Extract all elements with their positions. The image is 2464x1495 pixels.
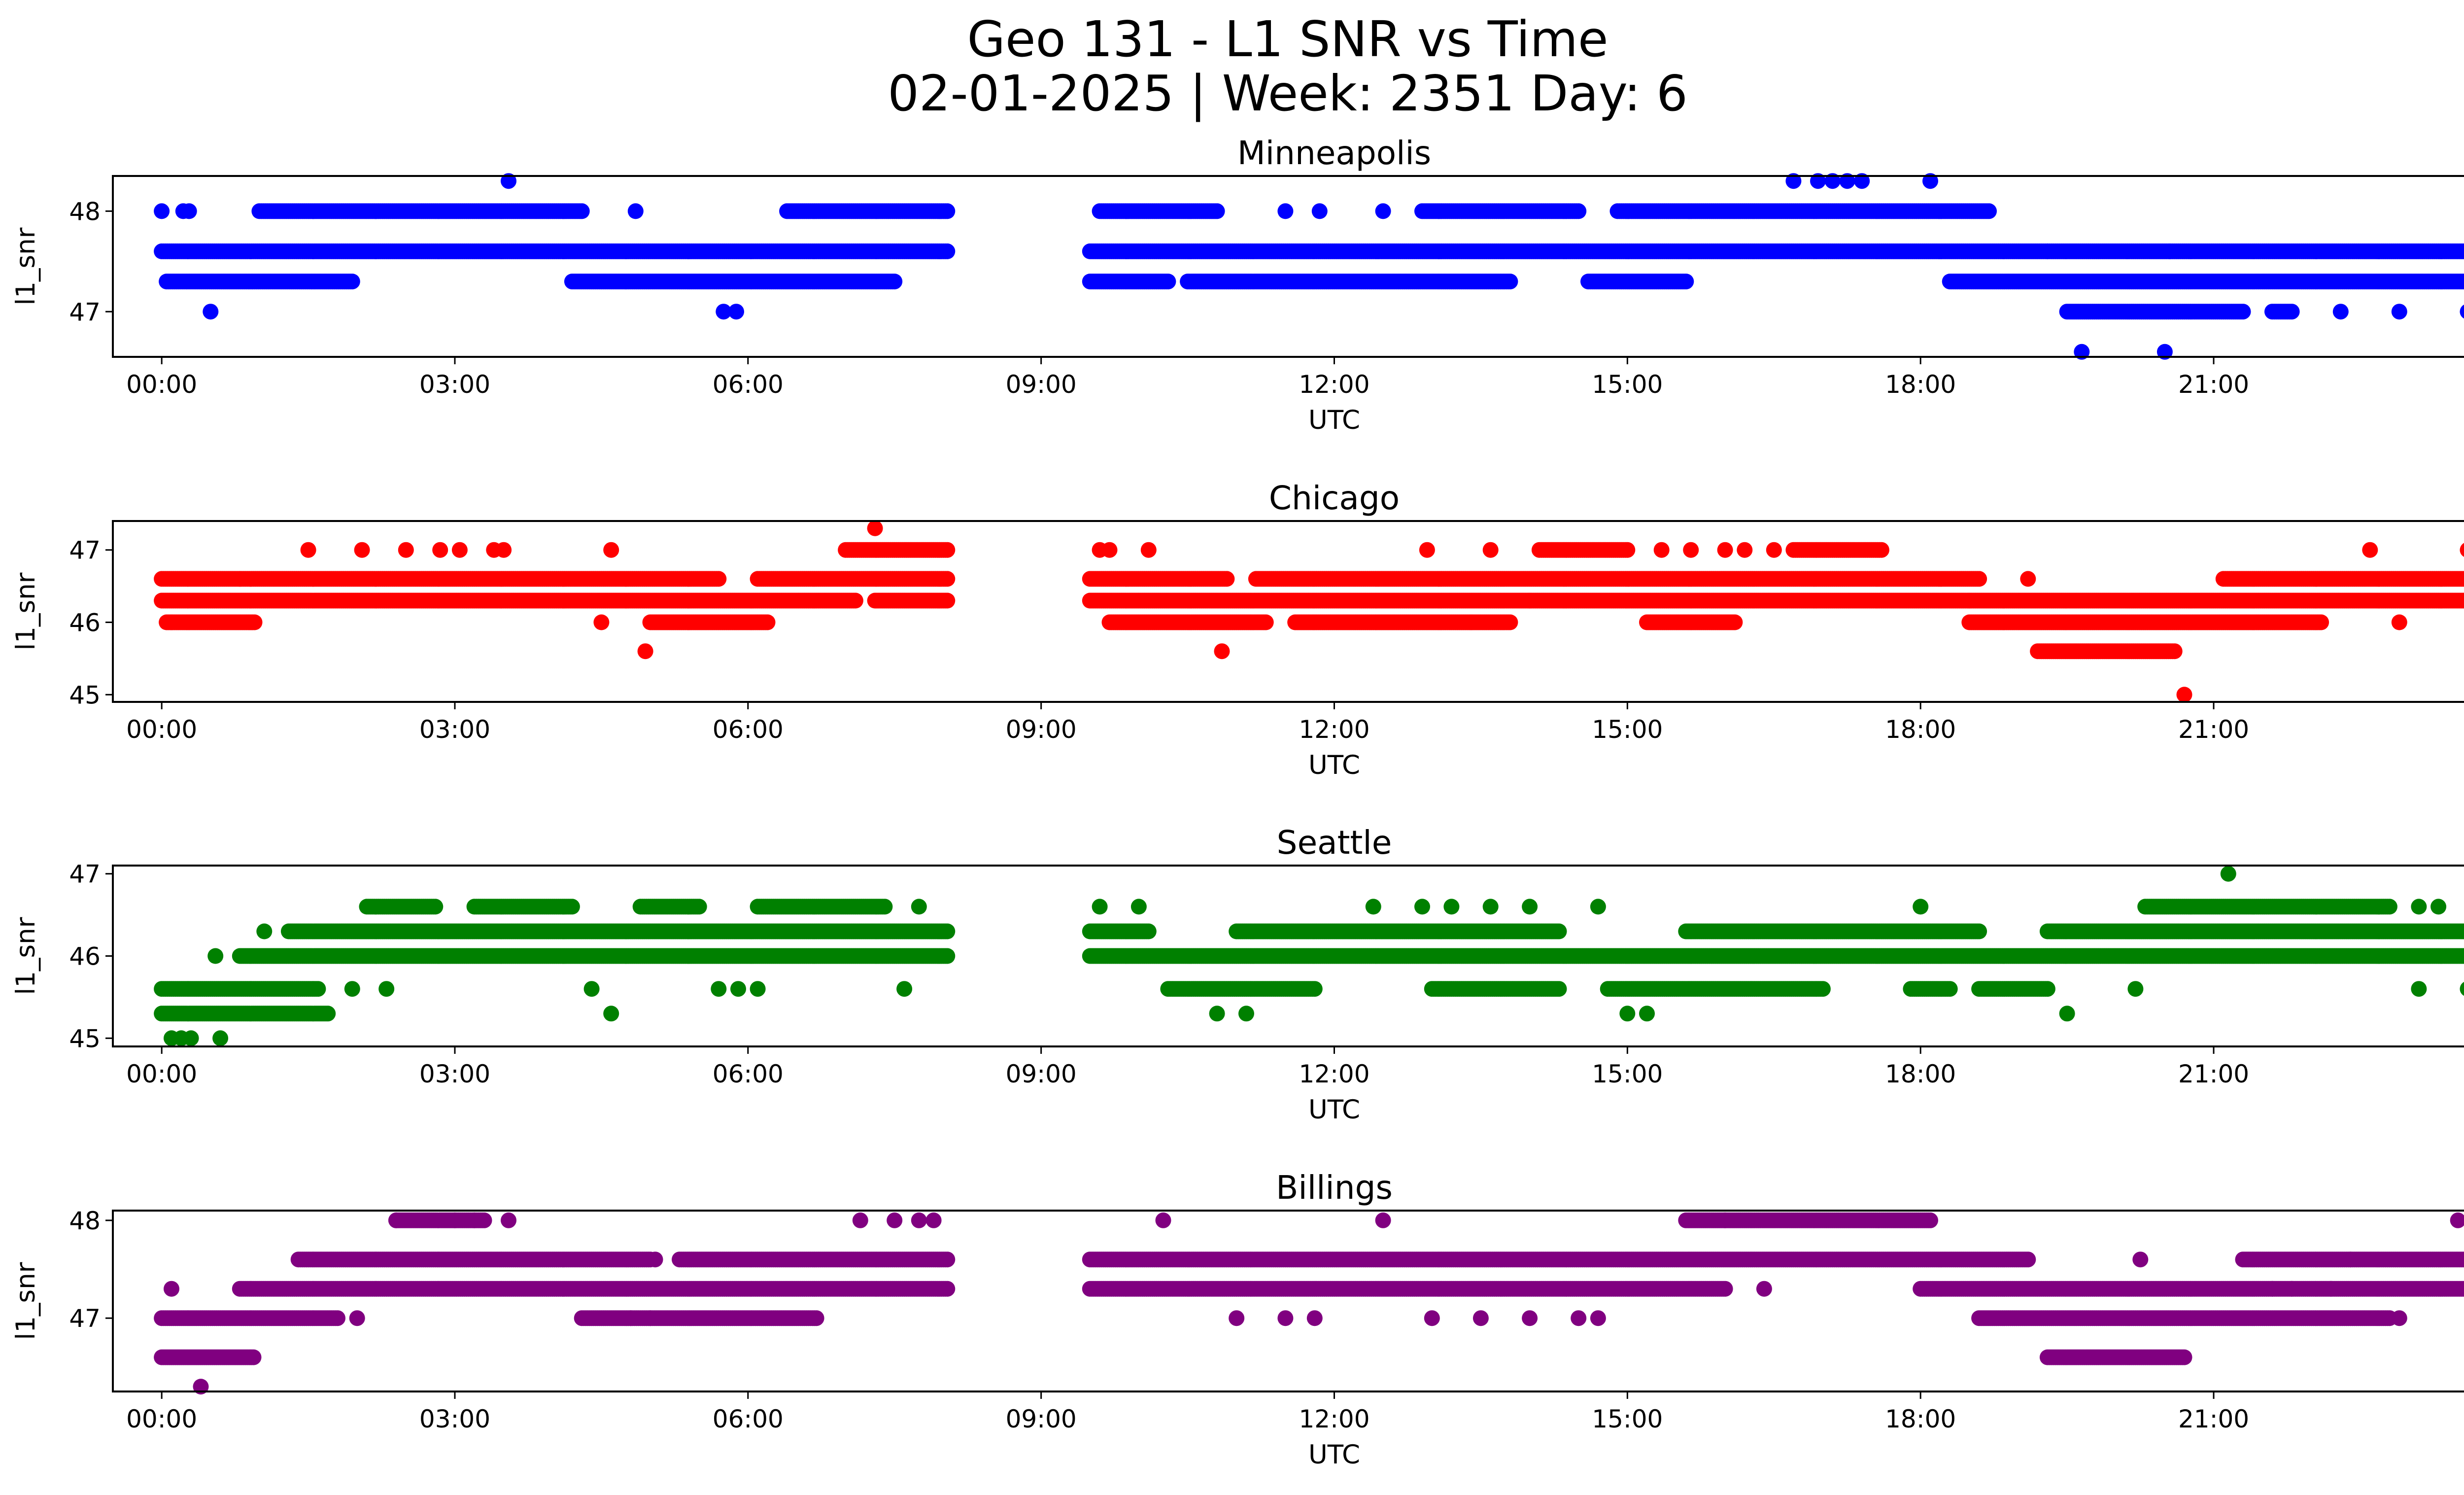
data-point [627, 203, 644, 219]
data-point [181, 203, 197, 219]
figure-title-line-2: 02-01-2025 | Week: 2351 Day: 6 [888, 65, 1688, 122]
data-point [847, 592, 863, 609]
data-point [1209, 203, 1225, 219]
data-point [2462, 276, 2464, 287]
data-point [1678, 274, 1694, 290]
x-tick-label: 06:00 [713, 370, 784, 399]
data-point [939, 203, 956, 219]
data-point [2332, 304, 2349, 320]
data-point [1375, 203, 1391, 219]
x-tick-label: 00:00 [126, 370, 197, 399]
data-point [939, 571, 956, 587]
data-point [344, 274, 360, 290]
data-point [939, 243, 956, 259]
data-point [1971, 571, 1987, 587]
data-point [1981, 203, 1997, 219]
data-point [2391, 304, 2407, 320]
y-axis-label: l1_snr [11, 227, 41, 305]
x-tick-label: 18:00 [1885, 370, 1956, 399]
data-point [574, 203, 590, 219]
data-point [2284, 304, 2300, 320]
data-point [2235, 304, 2251, 320]
x-tick-label: 09:00 [1006, 370, 1077, 399]
data-point [728, 304, 744, 320]
x-tick-label: 03:00 [419, 370, 490, 399]
data-point [2462, 245, 2464, 257]
data-point [1311, 203, 1328, 219]
data-point [2161, 243, 2178, 259]
data-point [2460, 305, 2464, 319]
subplot-title: Chicago [1269, 479, 1400, 517]
data-point [1502, 274, 1518, 290]
data-point [203, 304, 219, 320]
data-point [1258, 614, 1274, 630]
x-tick-label: 15:00 [1592, 370, 1663, 399]
x-tick-label: 12:00 [1299, 370, 1369, 399]
data-point [1160, 274, 1176, 290]
subplot-title: Minneapolis [1237, 134, 1431, 172]
x-axis-label: UTC [1308, 405, 1360, 435]
data-point [887, 274, 903, 290]
data-point [1571, 203, 1587, 219]
data-point [1277, 203, 1294, 219]
axes-frame [112, 175, 2464, 358]
figure-title-line-1: Geo 131 - L1 SNR vs Time [967, 10, 1608, 68]
y-tick-label: 48 [69, 197, 101, 226]
data-point [154, 203, 170, 219]
data-series [154, 173, 2464, 360]
subplot-minneapolis: Minneapolis 00:00 03:00 06:00 09:00 12:00 15:0… [11, 134, 2464, 435]
y-tick-label: 47 [69, 298, 101, 326]
data-point [1219, 571, 1235, 587]
data-point [246, 614, 263, 630]
data-point [759, 614, 776, 630]
data-point [711, 571, 727, 587]
data-point [939, 592, 956, 609]
data-series [154, 520, 2464, 703]
x-tick-label: 21:00 [2178, 370, 2249, 399]
